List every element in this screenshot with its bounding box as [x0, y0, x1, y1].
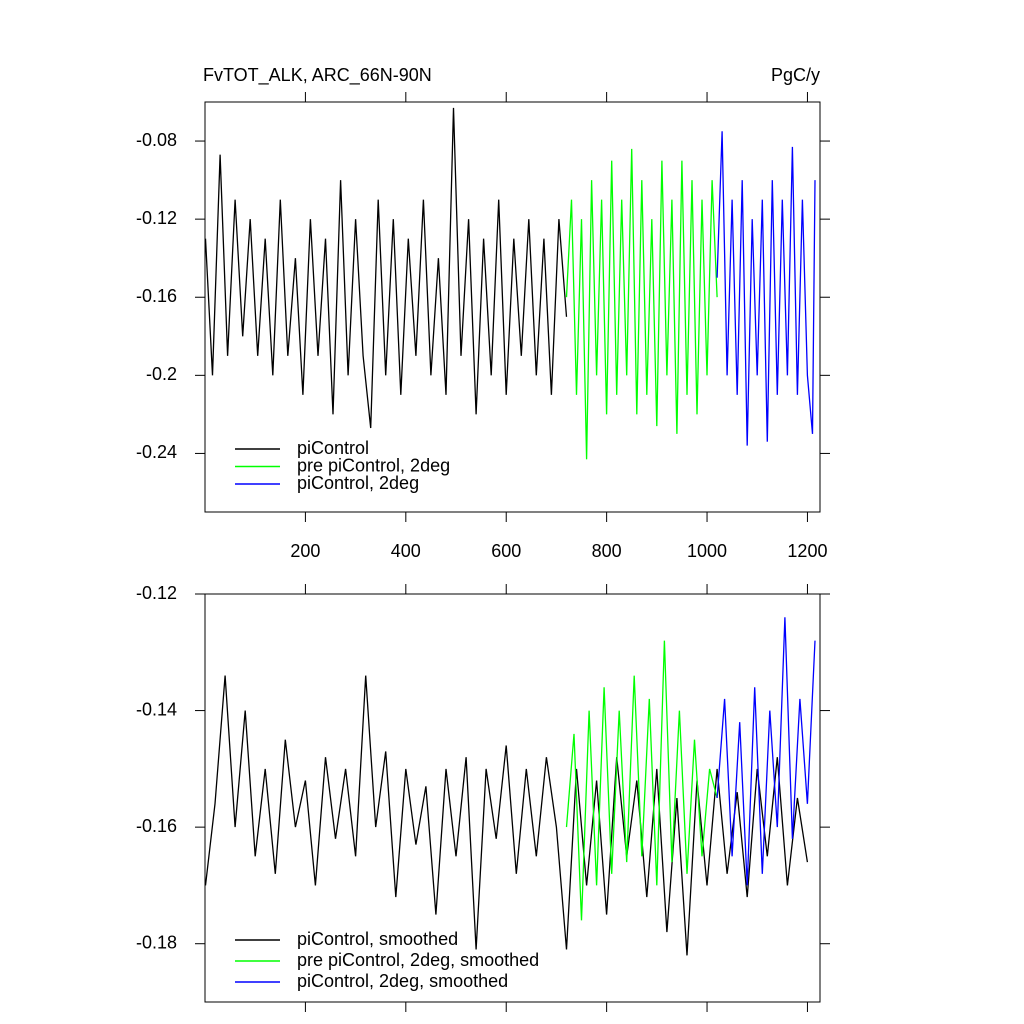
series-line	[716, 131, 816, 446]
y-tick-label: -0.2	[146, 364, 177, 384]
x-tick-label: 400	[391, 541, 421, 561]
x-tick-label: 600	[491, 541, 521, 561]
y-tick-label: -0.16	[136, 286, 177, 306]
y-tick-label: -0.12	[136, 583, 177, 603]
x-tick-label: 1000	[687, 541, 727, 561]
series-line	[565, 148, 718, 460]
series-line	[204, 675, 809, 956]
series-line	[204, 107, 568, 429]
y-tick-label: -0.12	[136, 208, 177, 228]
x-tick-label: 800	[592, 541, 622, 561]
series-line	[565, 640, 718, 921]
legend-label: pre piControl, 2deg, smoothed	[297, 950, 539, 970]
plot-frame	[204, 101, 821, 513]
x-tick-label: 200	[290, 541, 320, 561]
units-label: PgC/y	[771, 65, 820, 85]
legend-label: piControl	[297, 438, 369, 458]
y-tick-label: -0.16	[136, 816, 177, 836]
plot-frame	[204, 593, 821, 1003]
legend-label: piControl, 2deg	[297, 473, 419, 493]
y-tick-label: -0.24	[136, 442, 177, 462]
series-line	[716, 617, 816, 886]
y-tick-label: -0.14	[136, 699, 177, 719]
legend-label: piControl, 2deg, smoothed	[297, 971, 508, 991]
legend-label: pre piControl, 2deg	[297, 455, 450, 475]
chart-title: FvTOT_ALK, ARC_66N-90N	[203, 65, 432, 86]
x-tick-label: 1200	[787, 541, 827, 561]
y-tick-label: -0.08	[136, 130, 177, 150]
legend-label: piControl, smoothed	[297, 929, 458, 949]
y-tick-label: -0.18	[136, 932, 177, 952]
